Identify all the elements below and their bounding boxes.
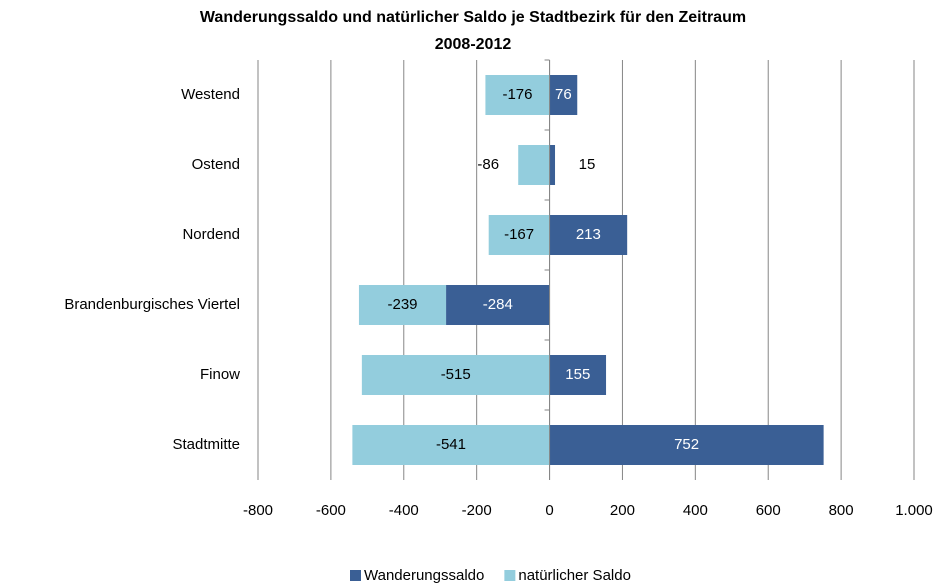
data-label: -86 xyxy=(477,156,499,173)
x-tick-label: 800 xyxy=(829,502,854,519)
x-tick-label: 600 xyxy=(756,502,781,519)
bar xyxy=(358,285,447,325)
x-tick-label: 200 xyxy=(610,502,635,519)
data-label: 213 xyxy=(576,226,601,243)
chart-title: 2008-2012 xyxy=(435,36,512,53)
bar xyxy=(352,425,550,465)
data-label: -239 xyxy=(387,296,417,313)
legend-label: natürlicher Saldo xyxy=(518,567,631,584)
y-tick-label: Ostend xyxy=(192,156,240,173)
legend-label: Wanderungssaldo xyxy=(364,567,484,584)
y-tick-label: Brandenburgisches Viertel xyxy=(64,296,240,313)
data-label: -284 xyxy=(483,296,513,313)
bar xyxy=(549,75,578,115)
data-label: -515 xyxy=(441,366,471,383)
x-tick-label: -600 xyxy=(316,502,346,519)
legend-swatch xyxy=(504,570,516,581)
bar xyxy=(485,75,550,115)
y-tick-label: Finow xyxy=(200,366,240,383)
data-label: -541 xyxy=(436,436,466,453)
bar xyxy=(361,355,550,395)
bar xyxy=(549,425,824,465)
data-label: 15 xyxy=(579,156,596,173)
x-tick-label: 1.000 xyxy=(895,502,933,519)
data-label: 155 xyxy=(565,366,590,383)
data-label: 752 xyxy=(674,436,699,453)
y-tick-label: Nordend xyxy=(182,226,240,243)
chart-title: Wanderungssaldo und natürlicher Saldo je… xyxy=(200,9,746,26)
y-tick-label: Westend xyxy=(181,86,240,103)
data-label: -176 xyxy=(502,86,532,103)
y-tick-label: Stadtmitte xyxy=(172,436,240,453)
legend-swatch xyxy=(350,570,361,581)
x-tick-label: -400 xyxy=(389,502,419,519)
x-tick-label: -200 xyxy=(462,502,492,519)
bar xyxy=(518,145,550,185)
data-label: -167 xyxy=(504,226,534,243)
x-tick-label: 400 xyxy=(683,502,708,519)
bar xyxy=(549,215,628,255)
x-tick-label: -800 xyxy=(243,502,273,519)
bar xyxy=(549,355,607,395)
x-tick-label: 0 xyxy=(545,502,553,519)
data-label: 76 xyxy=(555,86,572,103)
bar xyxy=(549,145,556,185)
bar xyxy=(446,285,550,325)
bar xyxy=(488,215,550,255)
